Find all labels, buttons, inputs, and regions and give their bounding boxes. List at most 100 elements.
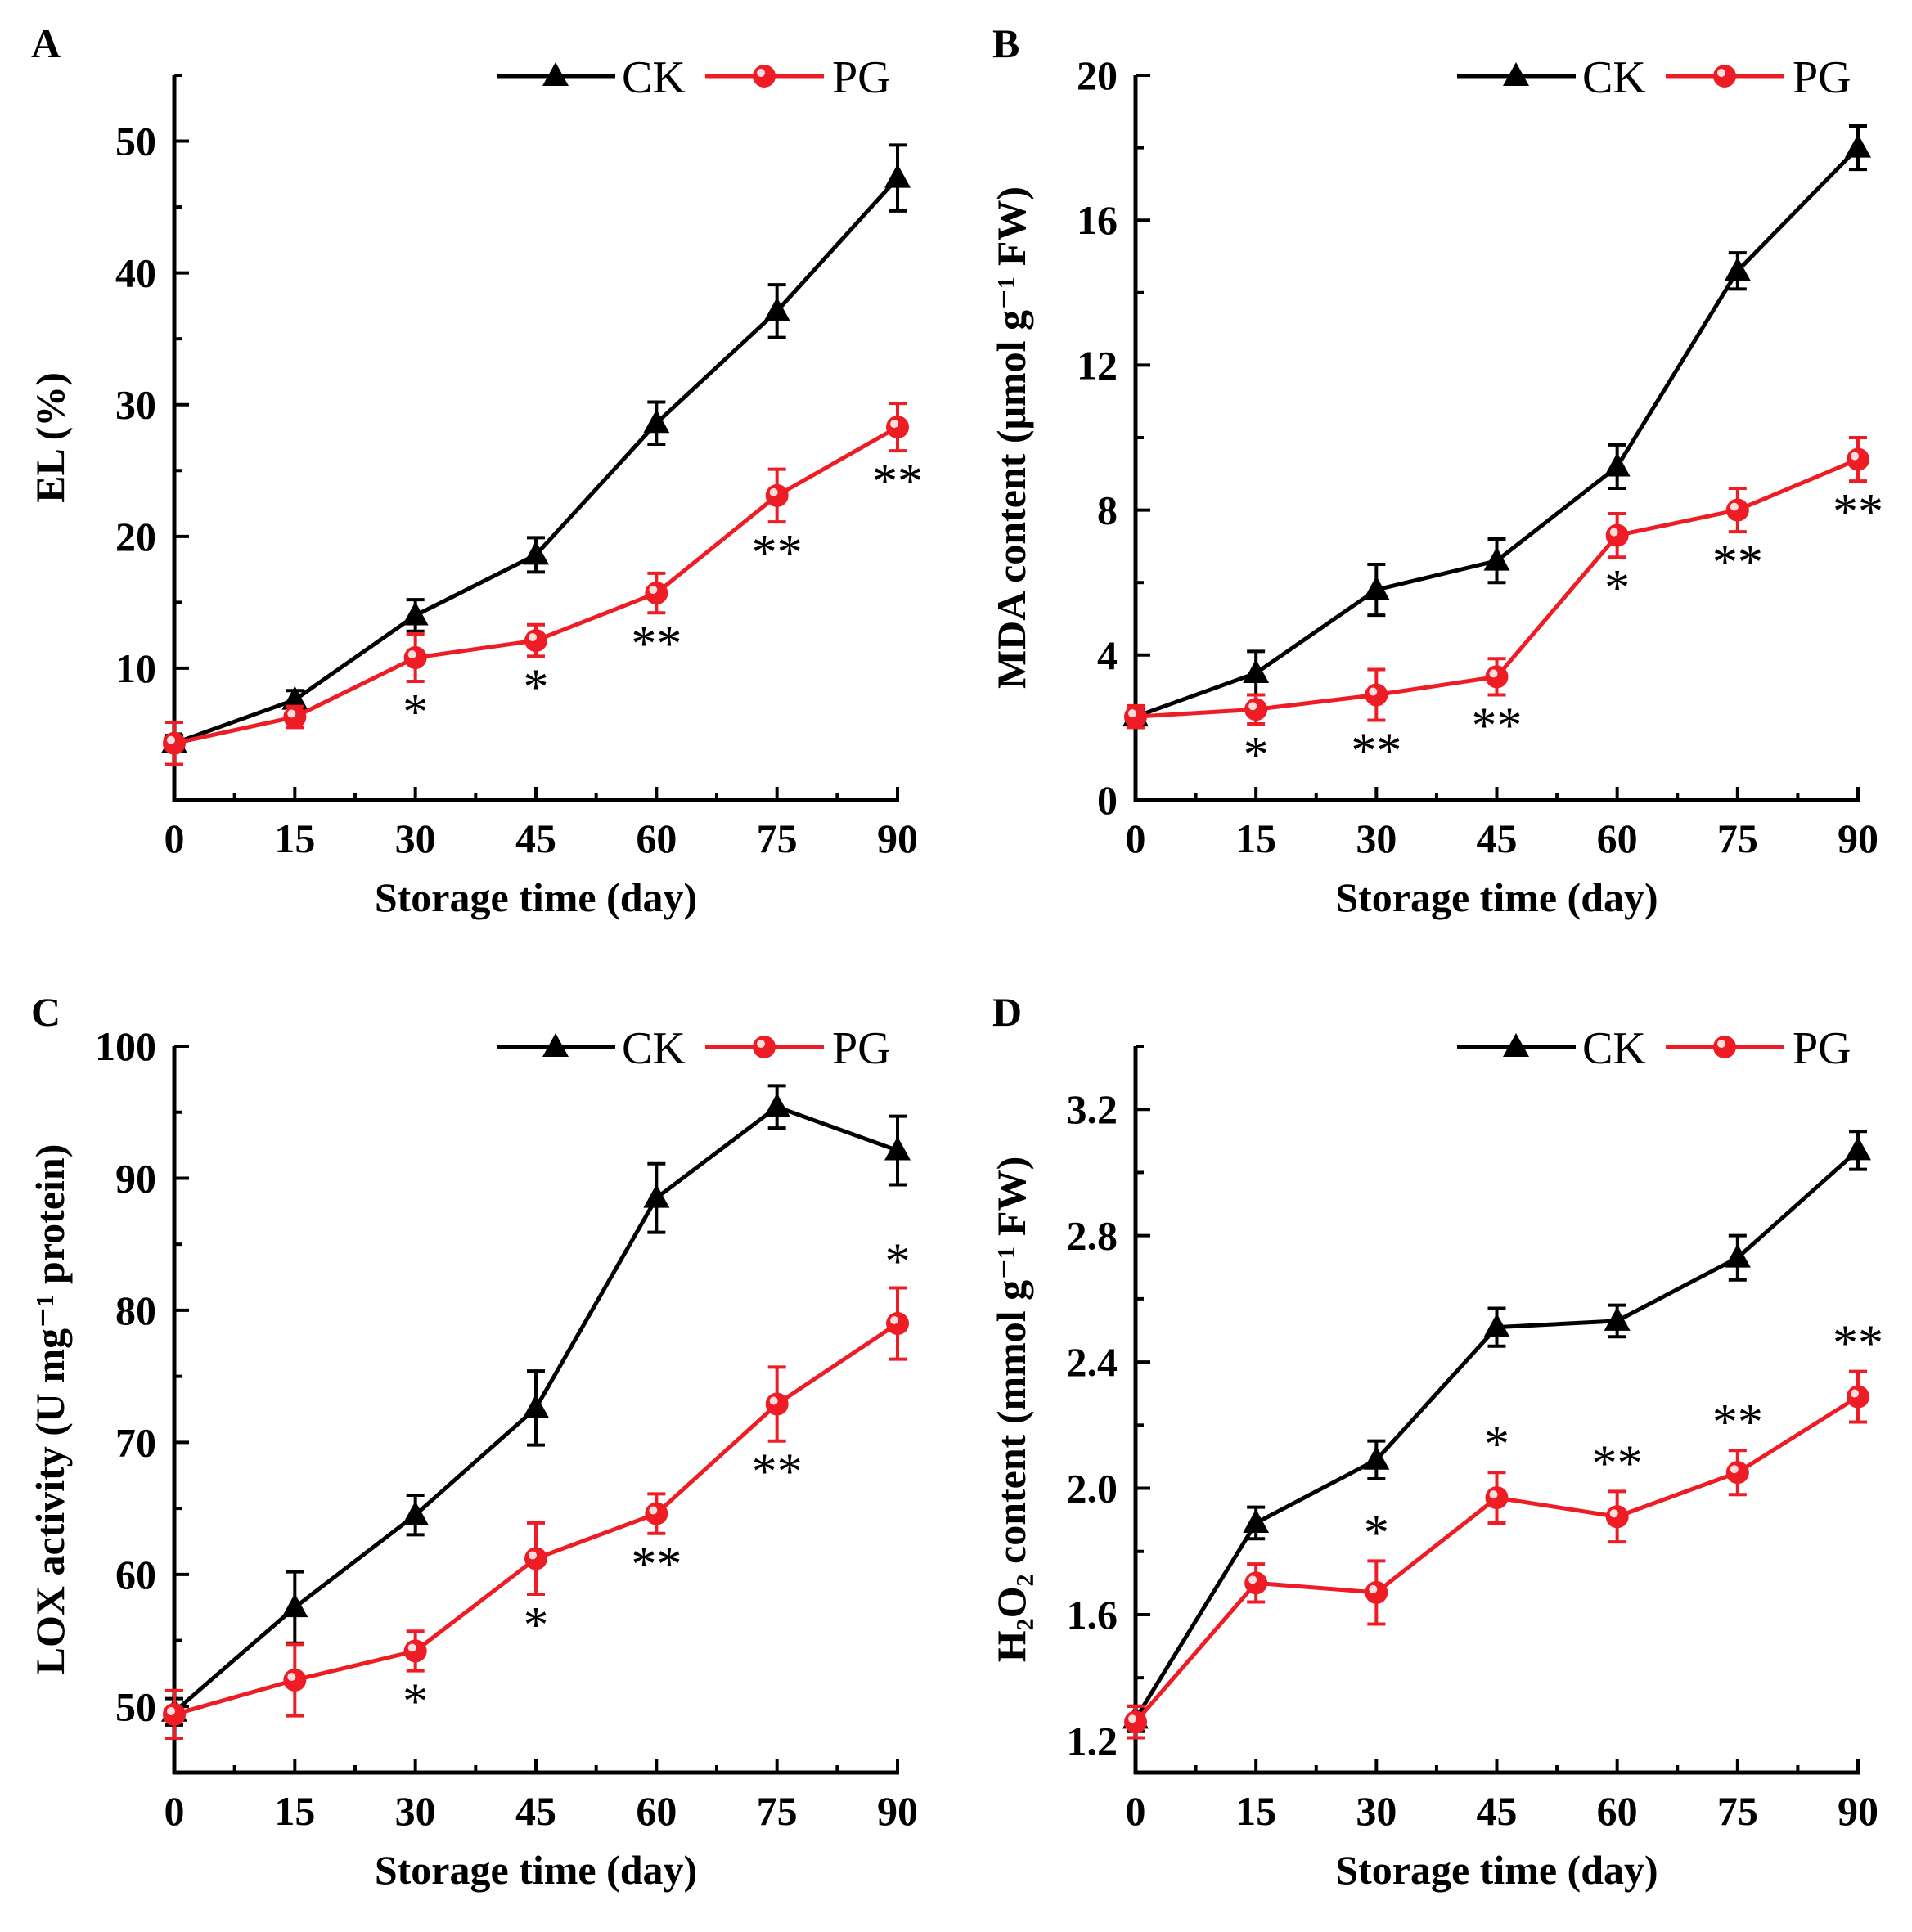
point-highlight (1248, 702, 1257, 711)
x-tick-label: 60 (1597, 1788, 1638, 1834)
y-tick-label: 2.8 (1067, 1213, 1118, 1259)
data-point (1243, 658, 1270, 683)
significance-label: * (1604, 560, 1630, 616)
data-point (645, 582, 668, 605)
legend-pg-marker (1713, 65, 1736, 88)
point-highlight (1128, 1714, 1136, 1723)
point-highlight (1489, 1490, 1498, 1499)
data-point (884, 164, 911, 188)
chart-panel-b: B 0 4 8 12 16 20 0 15 30 45 60 75 90 Storage time (day… (988, 20, 1883, 920)
series-line (1135, 146, 1860, 719)
y-tick-label: 16 (1077, 197, 1118, 243)
point-highlight (407, 650, 416, 659)
point-highlight (529, 633, 537, 642)
series-line (173, 176, 899, 746)
significance-label: ** (631, 1537, 682, 1593)
x-tick-label: 90 (877, 1788, 918, 1834)
panel-letter: D (992, 989, 1022, 1035)
data-point (1124, 705, 1147, 729)
chart-panel-a: A 10 20 30 40 50 0 15 30 45 60 75 90 Storage time (da… (27, 20, 923, 920)
x-axis-title: Storage time (day) (1335, 1847, 1658, 1893)
legend-pg-label: PG (1793, 1023, 1851, 1074)
y-tick-label: 8 (1097, 487, 1118, 533)
legend-pg-marker (1713, 1036, 1736, 1058)
significance-label: * (524, 659, 549, 715)
data-point (523, 541, 549, 565)
significance-label: ** (1592, 1436, 1643, 1491)
significance-label: ** (752, 1445, 803, 1500)
series-pg (1124, 436, 1869, 730)
legend-ck-label: CK (622, 1023, 686, 1074)
series-pg (163, 1286, 909, 1741)
y-tick-label: 20 (1077, 52, 1118, 98)
significance-label: * (1244, 727, 1269, 783)
data-point (1124, 1710, 1147, 1734)
data-point (403, 1639, 427, 1663)
x-tick-label: 15 (274, 815, 315, 861)
point-highlight (1369, 1584, 1378, 1593)
y-tick-label: 40 (115, 250, 156, 296)
point-highlight (769, 487, 778, 496)
legend-ck-marker (542, 1033, 569, 1057)
x-tick-label: 45 (515, 815, 556, 861)
point-highlight (167, 1706, 175, 1715)
legend-pg-highlight (1717, 1040, 1725, 1048)
chart-panel-c: C 50 60 70 80 90 100 0 15 30 45 60 75 90 Storage time … (27, 989, 918, 1893)
point-highlight (287, 1672, 296, 1681)
point-highlight (649, 1506, 658, 1515)
legend-pg-highlight (1717, 69, 1725, 77)
y-tick-label: 3.2 (1067, 1086, 1118, 1132)
y-tick-label: 50 (115, 1683, 156, 1729)
point-highlight (890, 1316, 898, 1325)
point-highlight (769, 1396, 778, 1405)
significance-label: * (524, 1597, 549, 1653)
legend: CK PG (497, 1023, 891, 1074)
data-point (402, 1501, 429, 1525)
point-highlight (1248, 1575, 1257, 1584)
point-highlight (1730, 1465, 1739, 1474)
data-point (1724, 257, 1751, 281)
panel-letter: C (31, 989, 61, 1035)
x-tick-label: 0 (164, 1788, 185, 1834)
data-point (283, 705, 307, 729)
data-point (1483, 546, 1510, 571)
significance-label: ** (1833, 484, 1883, 540)
chart-panel-d: D 1.2 1.6 2.0 2.4 2.8 3.2 0 15 30 45 60 75 90 Storage … (988, 989, 1883, 1893)
legend-ck-marker (1503, 1033, 1529, 1057)
data-point (1604, 1306, 1631, 1331)
data-point (1724, 1243, 1751, 1268)
series-ck (1122, 124, 1871, 727)
data-point (765, 483, 789, 507)
significance-label: ** (752, 525, 803, 581)
data-point (643, 409, 670, 434)
x-tick-label: 60 (636, 1788, 677, 1834)
y-axis-title: MDA content (μmol g⁻¹ FW) (988, 186, 1034, 689)
y-tick-label: 100 (95, 1023, 156, 1069)
x-axis-title: Storage time (day) (375, 1847, 697, 1893)
data-point (163, 731, 186, 755)
x-tick-label: 45 (1477, 815, 1518, 861)
point-highlight (1489, 669, 1498, 678)
data-point (281, 685, 308, 710)
data-point (1845, 133, 1871, 158)
y-tick-label: 1.6 (1067, 1592, 1118, 1638)
y-tick-label: 4 (1097, 632, 1118, 678)
x-tick-label: 15 (1235, 815, 1276, 861)
data-point (763, 297, 790, 321)
point-highlight (1369, 687, 1378, 696)
y-tick-label: 0 (1097, 777, 1118, 823)
x-tick-label: 30 (1356, 815, 1397, 861)
data-point (283, 1668, 307, 1692)
y-tick-label: 30 (115, 382, 156, 428)
data-point (643, 1184, 670, 1208)
legend: CK PG (1457, 52, 1851, 103)
data-point (524, 629, 547, 653)
legend-ck-label: CK (1582, 52, 1646, 103)
point-highlight (1128, 709, 1136, 718)
legend-pg-label: PG (832, 1023, 891, 1074)
y-tick-label: 2.0 (1067, 1466, 1118, 1512)
point-highlight (1851, 1389, 1859, 1398)
significance-label: * (1484, 1417, 1509, 1472)
legend-pg-highlight (757, 1040, 765, 1048)
